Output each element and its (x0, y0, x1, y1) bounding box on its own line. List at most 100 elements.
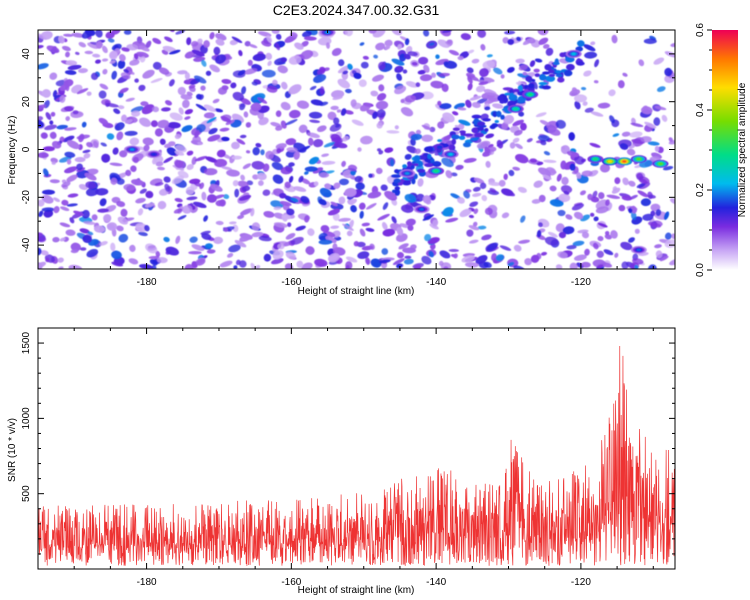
spectrogram-cell (606, 194, 621, 199)
spectrogram-cell (443, 61, 449, 66)
spectrogram-cell (123, 183, 136, 191)
spectrogram-cell (345, 256, 358, 263)
spectrogram-cell (522, 71, 528, 76)
spectrogram-cell (287, 222, 292, 227)
spectrogram-cell (341, 160, 346, 167)
spectrogram-ridge-cell (492, 111, 498, 118)
spectrogram-cell (571, 203, 584, 211)
spectrogram-ridge-cell (437, 139, 443, 143)
spectrogram-cell (38, 199, 45, 207)
spectrogram-cell (154, 128, 163, 137)
spectrogram-cell (66, 174, 78, 182)
spectrogram-cell (125, 97, 135, 102)
spectrogram-feature (607, 160, 613, 163)
spectrogram-feature (151, 153, 156, 156)
spectrogram-ridge-cell (463, 142, 471, 148)
spectrogram-x-tick-label: -120 (571, 277, 591, 288)
spectrogram-cell (508, 169, 515, 177)
spectrogram-cell (351, 119, 364, 126)
colorbar-gradient (712, 30, 738, 270)
spectrogram-cell (239, 134, 247, 139)
spectrogram-cell (177, 215, 187, 220)
spectrogram-cell (533, 68, 540, 73)
spectrogram-cell (333, 142, 348, 149)
spectrogram-cell (384, 147, 394, 153)
spectrogram-cell (320, 225, 330, 233)
spectrogram-cell (501, 188, 514, 197)
spectrogram-cell (342, 135, 350, 142)
spectrogram-cell (473, 177, 485, 184)
spectrogram-cell (347, 164, 358, 172)
spectrogram-cell (396, 73, 403, 81)
spectrogram-cell (484, 146, 491, 155)
spectrogram-cell (85, 181, 97, 189)
spectrogram-cell (84, 172, 97, 181)
spectrogram-cell (437, 121, 445, 129)
spectrogram-cell (184, 116, 191, 120)
spectrogram-cell (417, 178, 424, 187)
spectrogram-cell (140, 101, 149, 107)
spectrogram-x-axis-label: Height of straight line (km) (298, 286, 415, 297)
spectrogram-cell (540, 251, 548, 256)
spectrogram-cell (142, 137, 154, 146)
spectrogram-cell (641, 106, 653, 115)
spectrogram-cell (415, 82, 421, 88)
spectrogram-cell (258, 235, 272, 242)
spectrogram-cell (346, 230, 353, 237)
spectrogram-cell (522, 37, 534, 46)
spectrogram-cell (418, 56, 429, 65)
spectrogram-cell (413, 264, 422, 269)
spectrogram-cell (50, 111, 56, 117)
spectrogram-cell (275, 110, 282, 117)
spectrogram-cell (174, 160, 184, 169)
spectrogram-cell (132, 156, 139, 164)
spectrogram-cell (469, 95, 482, 101)
spectrogram-cell (304, 215, 310, 223)
spectrogram-cell (232, 91, 245, 101)
spectrogram-cell (404, 193, 417, 203)
spectrogram-cell (203, 40, 210, 48)
spectrogram-cell (475, 85, 486, 93)
spectrogram-cell (286, 147, 298, 153)
spectrogram-cell (603, 249, 614, 256)
spectrogram-cell (236, 138, 246, 145)
spectrogram-cell (58, 156, 72, 163)
spectrogram-cell (205, 243, 213, 249)
spectrogram-cell (593, 216, 599, 222)
spectrogram-cell (44, 124, 57, 131)
spectrogram-ridge-cell (403, 180, 411, 186)
spectrogram-ridge-cell (541, 85, 551, 90)
spectrogram-cell (496, 139, 504, 149)
spectrogram-cell (327, 111, 337, 121)
spectrogram-cell (285, 251, 296, 260)
spectrogram-cell (64, 70, 77, 75)
spectrogram-cell (400, 98, 405, 104)
spectrogram-cell (376, 93, 387, 101)
spectrogram-cell (60, 206, 70, 212)
spectrogram-cell (642, 213, 654, 221)
spectrogram-cell (280, 120, 287, 129)
spectrogram-ridge-cell (471, 127, 479, 134)
spectrogram-cell (581, 170, 593, 177)
spectrogram-cell (86, 248, 99, 258)
spectrogram-cell (442, 207, 454, 217)
spectrogram-cell (45, 257, 50, 263)
spectrogram-cell (215, 33, 227, 41)
spectrogram-cell (543, 44, 550, 49)
spectrogram-cell (275, 33, 282, 40)
spectrogram-cell (106, 222, 118, 231)
spectrogram-cell (129, 59, 140, 66)
spectrogram-ridge-cell (451, 134, 460, 140)
spectrogram-cell (661, 114, 668, 122)
spectrogram-cell (622, 72, 628, 77)
spectrogram-cell (547, 127, 561, 136)
spectrogram-cell (193, 181, 202, 187)
spectrogram-cell (332, 96, 343, 100)
spectrogram-cell (241, 185, 251, 192)
spectrogram-cell (350, 205, 357, 213)
spectrogram-cell (577, 229, 589, 234)
spectrogram-cell (288, 175, 294, 183)
spectrogram-cell (598, 192, 605, 200)
spectrogram-cell (556, 173, 562, 182)
spectrogram-cell (319, 101, 329, 106)
